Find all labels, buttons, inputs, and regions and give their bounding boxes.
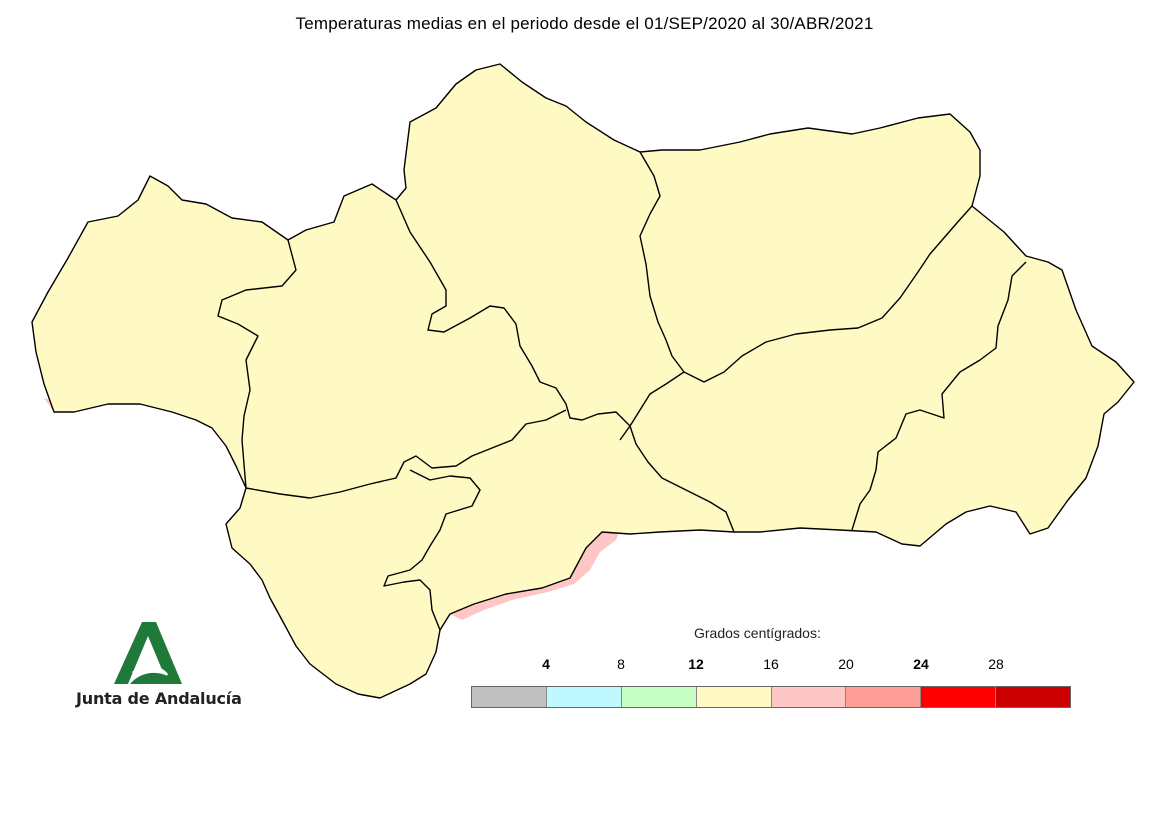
province-borders <box>31 63 1135 699</box>
legend-swatch-5 <box>771 687 847 707</box>
legend-tick-12: 12 <box>688 656 704 672</box>
legend-tick-4: 4 <box>542 656 550 672</box>
legend-tick-16: 16 <box>763 656 779 672</box>
border-jaen-granada <box>683 205 973 383</box>
map-title: Temperaturas medias en el periodo desde … <box>295 14 874 33</box>
border-sevilla-cadiz <box>245 409 567 499</box>
legend-color-bar <box>471 686 1071 708</box>
legend-swatch-8 <box>996 687 1070 707</box>
border-sevilla-cordoba <box>395 199 631 427</box>
border-cordoba-jaen <box>639 151 685 373</box>
legend-title: Grados centígrados: <box>694 625 821 641</box>
legend-tick-28: 28 <box>988 656 1004 672</box>
legend-swatch-4 <box>696 687 772 707</box>
legend-swatch-7 <box>921 687 997 707</box>
border-malaga-granada-coast <box>619 425 631 441</box>
legend-swatch-3 <box>621 687 697 707</box>
border-cordoba-granada <box>629 371 735 533</box>
junta-logo <box>70 618 235 718</box>
legend-tick-8: 8 <box>617 656 625 672</box>
legend-swatch-1 <box>472 687 547 707</box>
legend-swatch-2 <box>546 687 622 707</box>
junta-logo-icon <box>114 622 182 684</box>
border-cadiz-malaga <box>383 469 481 631</box>
junta-logo-text: Junta de Andalucía <box>76 689 242 708</box>
legend-swatch-6 <box>846 687 922 707</box>
legend-tick-20: 20 <box>838 656 854 672</box>
border-huelva-sevilla <box>217 239 297 489</box>
border-granada-almeria <box>851 261 1027 531</box>
legend-tick-24: 24 <box>913 656 929 672</box>
